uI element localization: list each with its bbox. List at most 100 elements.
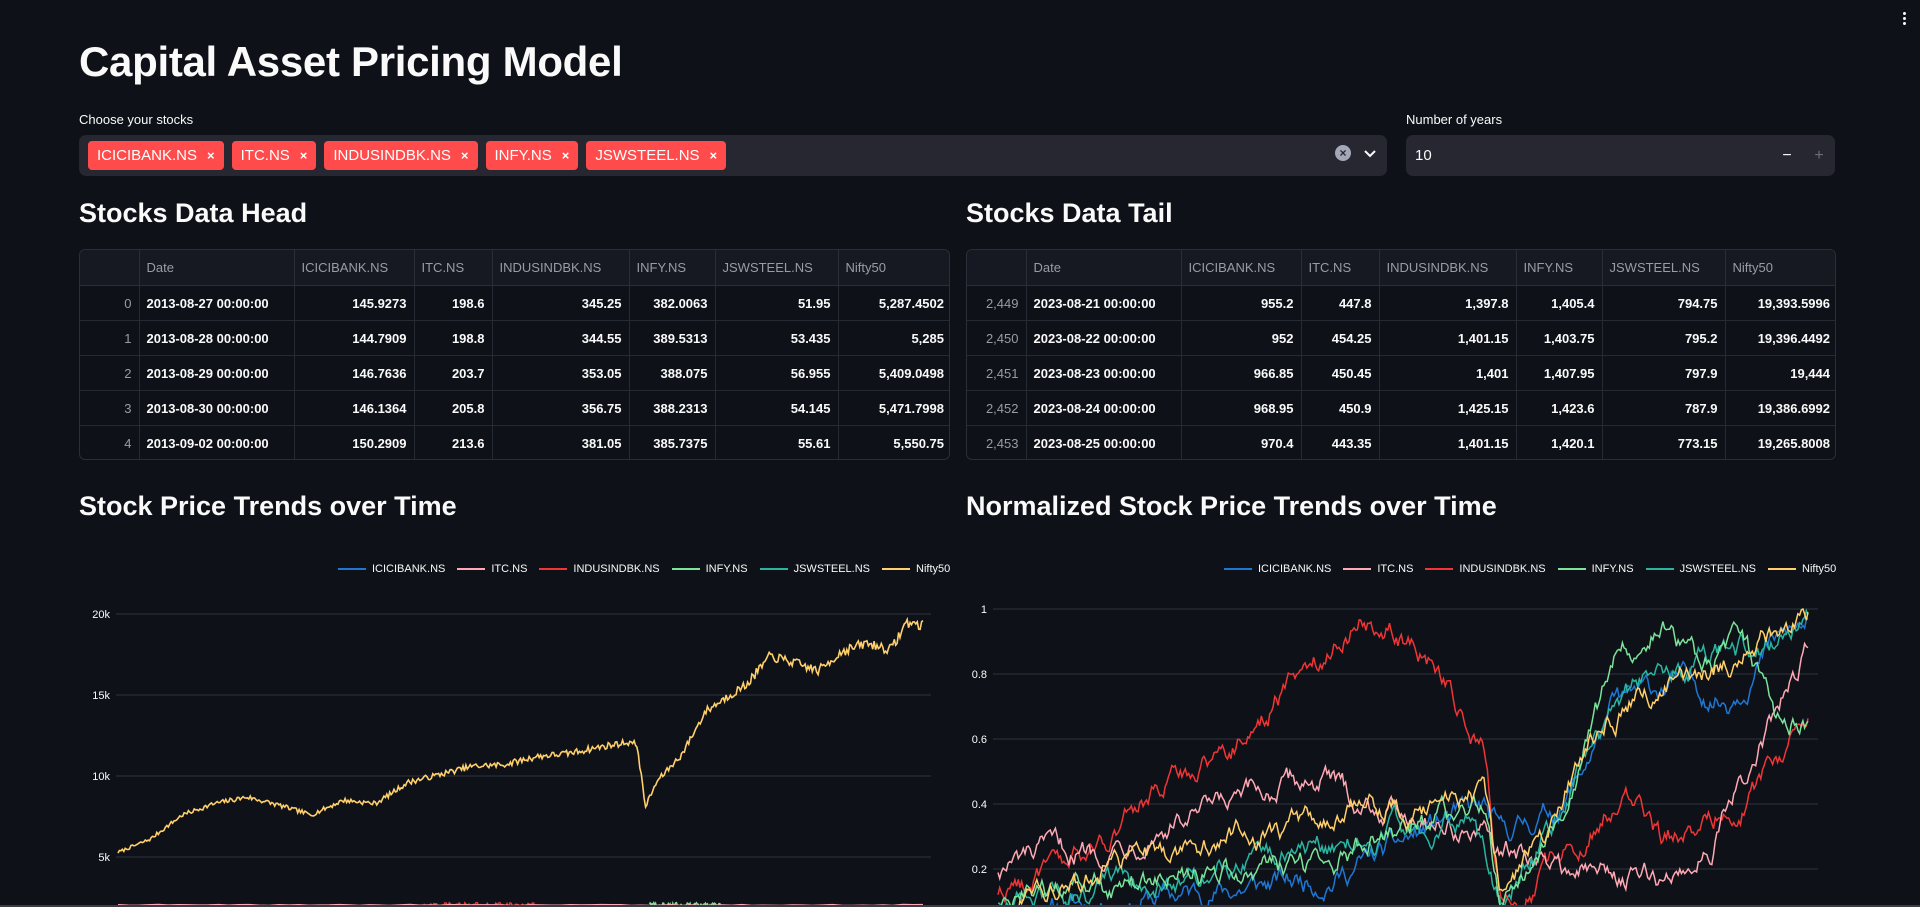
column-header[interactable]: ITC.NS	[1301, 250, 1380, 286]
stock-chip[interactable]: JSWSTEEL.NS ×	[586, 141, 727, 170]
table-cell[interactable]: 388.2313	[629, 390, 716, 426]
table-row[interactable]: 2,450 2023-08-22 00:00:00 952 454.25 1,401.1…	[967, 320, 1835, 356]
table-cell[interactable]: 344.55	[492, 320, 630, 356]
row-index[interactable]: 2,450	[967, 320, 1027, 356]
table-cell[interactable]: 2023-08-23 00:00:00	[1026, 355, 1182, 391]
price-chart-legend[interactable]: ICICIBANK.NS ITC.NS INDUSINDBK.NS INFY.NS JS…	[338, 563, 962, 575]
table-cell[interactable]: 51.95	[715, 285, 839, 321]
column-header[interactable]: ICICIBANK.NS	[294, 250, 415, 286]
table-cell[interactable]: 1,425.15	[1379, 390, 1517, 426]
table-cell[interactable]: 1,403.75	[1516, 320, 1603, 356]
legend-item[interactable]: Nifty50	[882, 563, 950, 575]
table-cell[interactable]: 150.2909	[294, 425, 415, 459]
clear-all-icon[interactable]: ×	[1335, 145, 1351, 161]
table-cell[interactable]: 2013-09-02 00:00:00	[139, 425, 295, 459]
table-cell[interactable]: 1,401.15	[1379, 425, 1517, 459]
tail-table[interactable]: Date ICICIBANK.NS ITC.NS INDUSINDBK.NS INFY.…	[966, 249, 1836, 460]
legend-item[interactable]: INFY.NS	[671, 563, 748, 575]
column-header[interactable]: INDUSINDBK.NS	[492, 250, 630, 286]
table-cell[interactable]: 19,393.5996	[1725, 285, 1835, 321]
table-cell[interactable]: 19,265.8008	[1725, 425, 1835, 459]
remove-chip-icon[interactable]: ×	[207, 148, 215, 163]
row-index[interactable]: 1	[80, 320, 140, 356]
table-cell[interactable]: 2013-08-29 00:00:00	[139, 355, 295, 391]
series-line-jswsteel[interactable]	[997, 608, 1809, 907]
table-cell[interactable]: 968.95	[1181, 390, 1302, 426]
normalized-chart[interactable]: 1 0.8 0.6 0.4 0.2	[966, 597, 1846, 907]
table-cell[interactable]: 2013-08-30 00:00:00	[139, 390, 295, 426]
table-cell[interactable]: 1,407.95	[1516, 355, 1603, 391]
row-index[interactable]: 3	[80, 390, 140, 426]
table-cell[interactable]: 5,550.75	[838, 425, 949, 459]
table-row[interactable]: 2 2013-08-29 00:00:00 146.7636 203.7 353.05 3…	[80, 355, 949, 391]
chevron-down-icon[interactable]	[1363, 146, 1377, 160]
table-cell[interactable]: 1,397.8	[1379, 285, 1517, 321]
table-cell[interactable]: 388.075	[629, 355, 716, 391]
remove-chip-icon[interactable]: ×	[709, 148, 718, 163]
table-cell[interactable]: 787.9	[1602, 390, 1726, 426]
table-cell[interactable]: 970.4	[1181, 425, 1302, 459]
table-cell[interactable]: 382.0063	[629, 285, 716, 321]
table-cell[interactable]: 1,401.15	[1379, 320, 1517, 356]
years-value[interactable]: 10	[1415, 147, 1432, 164]
row-index[interactable]: 2,453	[967, 425, 1027, 459]
table-row[interactable]: 2,452 2023-08-24 00:00:00 968.95 450.9 1,425…	[967, 390, 1835, 426]
increment-button[interactable]: +	[1814, 146, 1824, 164]
table-cell[interactable]: 144.7909	[294, 320, 415, 356]
normalized-chart-legend[interactable]: ICICIBANK.NS ITC.NS INDUSINDBK.NS INFY.NS JS…	[1224, 563, 1848, 575]
legend-item[interactable]: INFY.NS	[1557, 563, 1634, 575]
head-table[interactable]: Date ICICIBANK.NS ITC.NS INDUSINDBK.NS INFY.…	[79, 249, 950, 460]
table-cell[interactable]: 54.145	[715, 390, 839, 426]
table-cell[interactable]: 1,420.1	[1516, 425, 1603, 459]
table-cell[interactable]: 450.9	[1301, 390, 1380, 426]
legend-item[interactable]: Nifty50	[1768, 563, 1836, 575]
table-cell[interactable]: 356.75	[492, 390, 630, 426]
table-row[interactable]: 1 2013-08-28 00:00:00 144.7909 198.8 344.55 3…	[80, 320, 949, 356]
table-cell[interactable]: 345.25	[492, 285, 630, 321]
table-row[interactable]: 3 2013-08-30 00:00:00 146.1364 205.8 356.75 3…	[80, 390, 949, 426]
row-index[interactable]: 2,452	[967, 390, 1027, 426]
remove-chip-icon[interactable]: ×	[561, 148, 570, 163]
table-cell[interactable]: 966.85	[1181, 355, 1302, 391]
table-cell[interactable]: 205.8	[414, 390, 493, 426]
table-row[interactable]: 2,451 2023-08-23 00:00:00 966.85 450.45 1,40…	[967, 355, 1835, 391]
table-cell[interactable]: 353.05	[492, 355, 630, 391]
column-header[interactable]: Date	[139, 250, 295, 286]
legend-item[interactable]: INDUSINDBK.NS	[539, 563, 660, 575]
column-header[interactable]: Date	[1026, 250, 1182, 286]
legend-item[interactable]: JSWSTEEL.NS	[759, 563, 870, 575]
stock-chip[interactable]: ITC.NS ×	[231, 141, 317, 170]
table-cell[interactable]: 2023-08-24 00:00:00	[1026, 390, 1182, 426]
legend-item[interactable]: INDUSINDBK.NS	[1425, 563, 1546, 575]
table-cell[interactable]: 19,386.6992	[1725, 390, 1835, 426]
series-line-itc[interactable]	[997, 641, 1809, 893]
table-cell[interactable]: 1,405.4	[1516, 285, 1603, 321]
series-line-nifty50[interactable]	[998, 607, 1809, 907]
table-cell[interactable]: 2023-08-21 00:00:00	[1026, 285, 1182, 321]
row-index[interactable]: 2,449	[967, 285, 1027, 321]
legend-item[interactable]: JSWSTEEL.NS	[1645, 563, 1756, 575]
series-line-nifty50[interactable]	[117, 616, 924, 854]
table-row[interactable]: 0 2013-08-27 00:00:00 145.9273 198.6 345.25 3…	[80, 285, 949, 321]
table-cell[interactable]: 19,444	[1725, 355, 1835, 391]
column-header[interactable]	[80, 250, 140, 286]
column-header[interactable]: ITC.NS	[414, 250, 493, 286]
stock-chip[interactable]: INDUSINDBK.NS ×	[324, 141, 478, 170]
column-header[interactable]: INFY.NS	[629, 250, 716, 286]
table-cell[interactable]: 389.5313	[629, 320, 716, 356]
years-number-input[interactable]: 10 − +	[1406, 135, 1835, 176]
table-row[interactable]: 4 2013-09-02 00:00:00 150.2909 213.6 381.05 3…	[80, 425, 949, 459]
table-cell[interactable]: 795.2	[1602, 320, 1726, 356]
table-cell[interactable]: 146.1364	[294, 390, 415, 426]
table-cell[interactable]: 454.25	[1301, 320, 1380, 356]
table-cell[interactable]: 447.8	[1301, 285, 1380, 321]
stock-chip[interactable]: INFY.NS ×	[485, 141, 579, 170]
column-header[interactable]: Nifty50	[838, 250, 949, 286]
legend-item[interactable]: ITC.NS	[457, 563, 527, 575]
table-cell[interactable]: 213.6	[414, 425, 493, 459]
table-cell[interactable]: 198.6	[414, 285, 493, 321]
table-cell[interactable]: 385.7375	[629, 425, 716, 459]
table-cell[interactable]: 55.61	[715, 425, 839, 459]
table-cell[interactable]: 2023-08-22 00:00:00	[1026, 320, 1182, 356]
table-cell[interactable]: 1,401	[1379, 355, 1517, 391]
